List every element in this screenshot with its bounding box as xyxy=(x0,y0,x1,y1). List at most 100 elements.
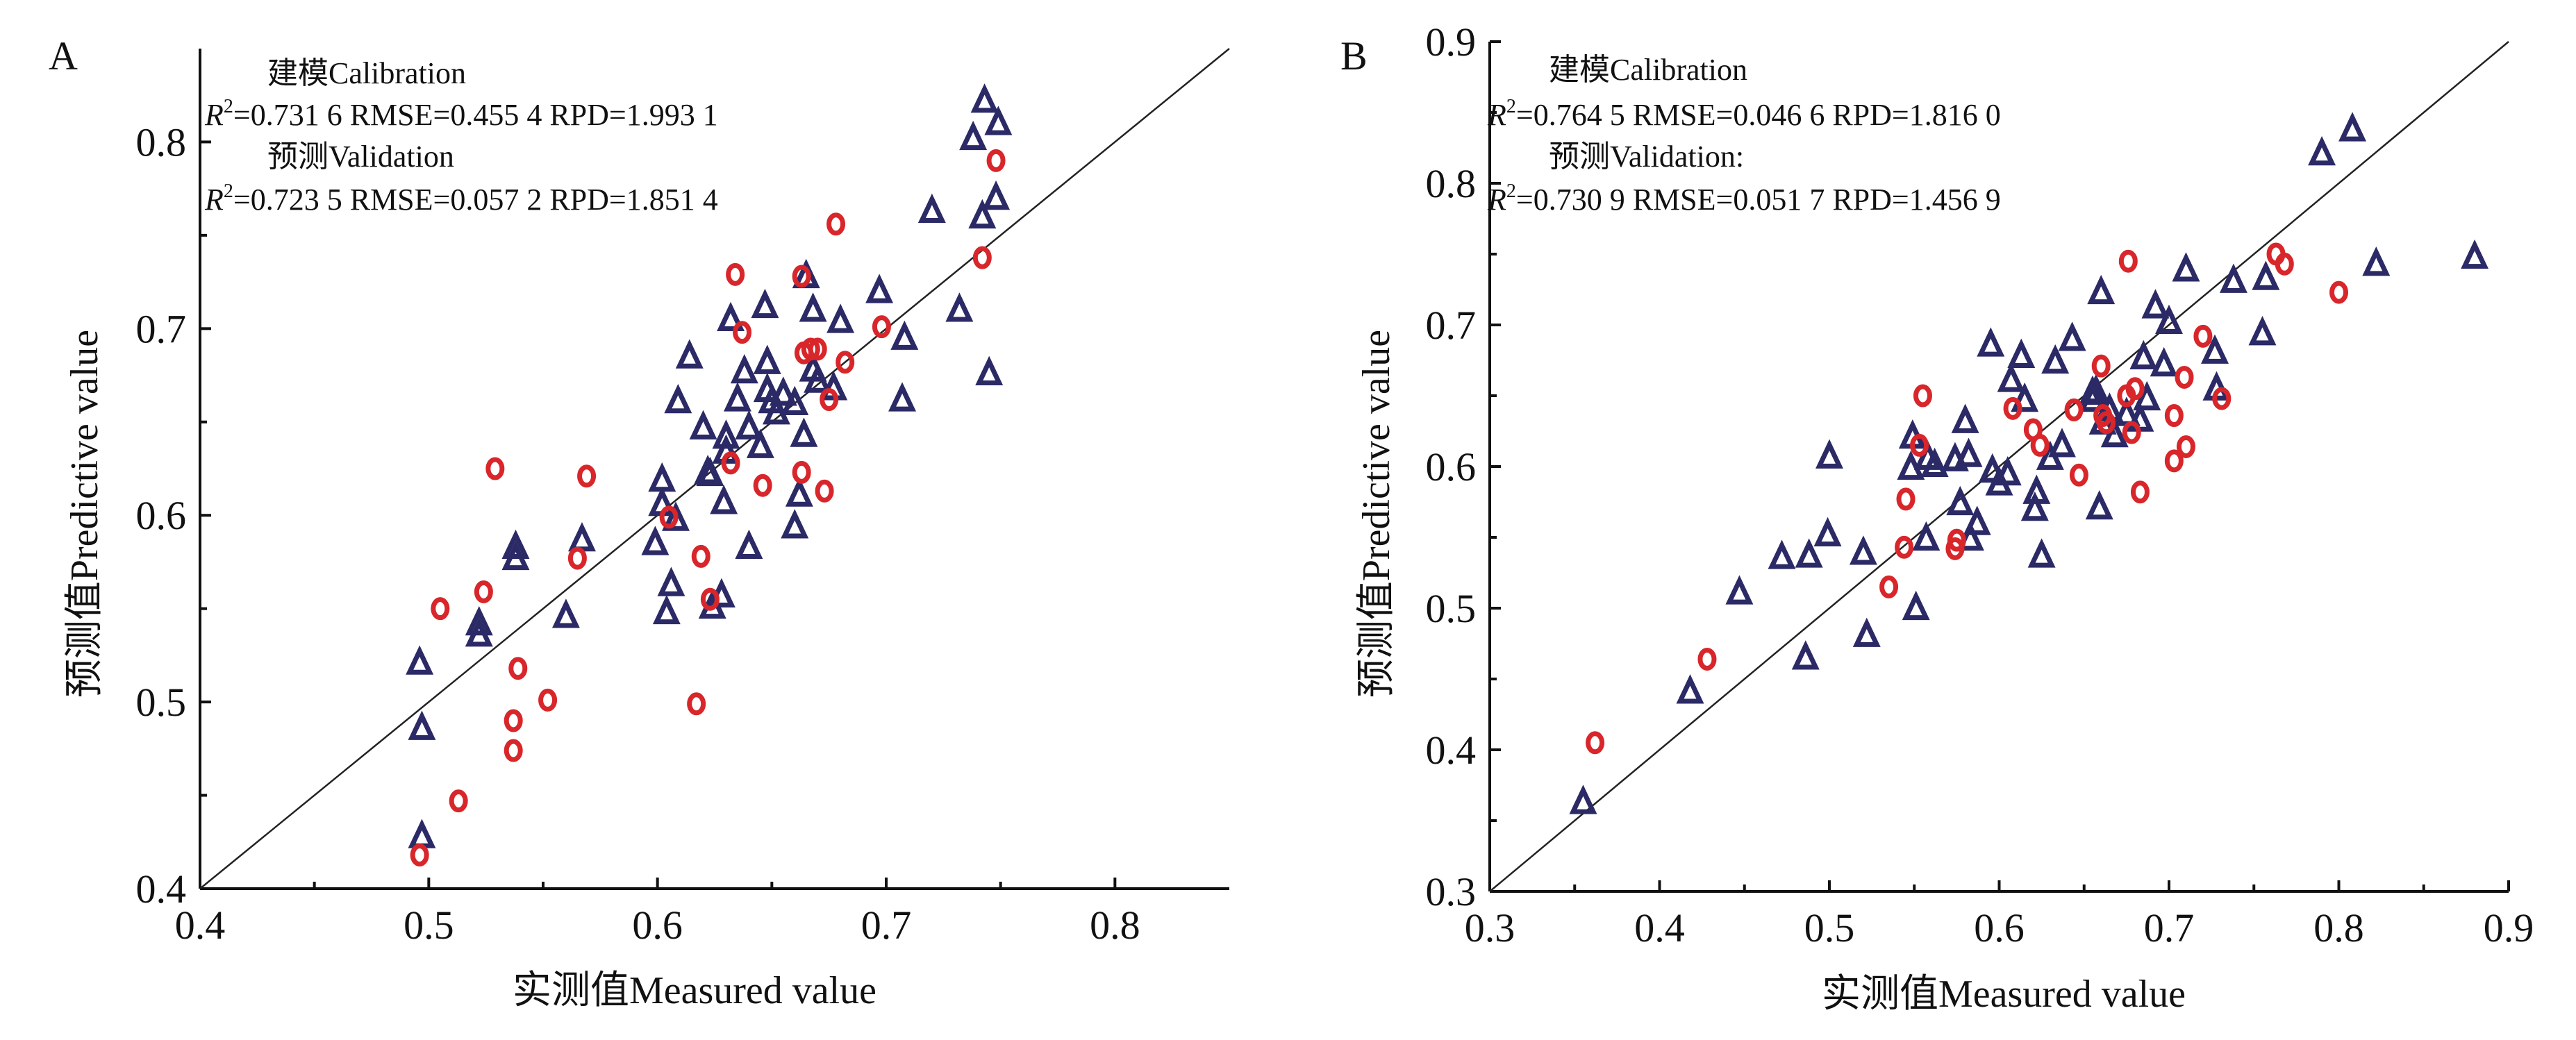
validation-point xyxy=(474,580,493,603)
calibration-point xyxy=(790,417,818,447)
validation-point xyxy=(2329,280,2348,304)
validation-point xyxy=(2275,252,2294,276)
validation-point xyxy=(792,265,811,288)
calibration-point xyxy=(804,363,832,393)
calibration-point xyxy=(1963,505,1991,535)
calibration-point xyxy=(1813,517,1842,547)
validation-point xyxy=(986,149,1006,172)
calibration-point xyxy=(2172,252,2200,282)
r2-superscript: 2 xyxy=(224,181,233,202)
calibration-point xyxy=(2085,489,2113,520)
panel-b: B 0.3 0.4 0.5 0.6 0.7 0.8 0.90.30.40.50.60.70.… xyxy=(1340,19,2534,1016)
x-tick-label: 0.7 xyxy=(861,903,912,948)
validation-point xyxy=(726,262,745,286)
calibration-point xyxy=(2219,263,2247,293)
calibration-point xyxy=(723,382,751,412)
calibration-point xyxy=(865,274,894,303)
calibration-point xyxy=(2041,344,2070,374)
calibration-point xyxy=(2252,260,2280,290)
validation-point xyxy=(2091,354,2111,378)
validation-point xyxy=(1896,487,1916,511)
calibration-point xyxy=(1977,327,2005,357)
calibration-point xyxy=(1997,362,2025,392)
calibration-point xyxy=(408,710,436,740)
stats-annotation: 建模Calibration R2=0.731 6 RMSE=0.455 4 RP… xyxy=(204,56,718,217)
calibration-point xyxy=(2362,246,2391,276)
r2-symbol: R xyxy=(1487,183,1506,217)
calibration-point xyxy=(2201,334,2229,364)
validation-point xyxy=(1586,731,1605,755)
calibration-point xyxy=(2007,338,2036,368)
calibration-point xyxy=(746,428,774,458)
validation-point xyxy=(972,246,992,269)
x-tick-label: 0.3 xyxy=(1465,905,1515,950)
validation-point xyxy=(836,351,855,374)
validation-point xyxy=(872,315,891,339)
calibration-point xyxy=(2020,492,2049,521)
x-tick-label: 0.4 xyxy=(175,903,226,948)
calibration-point xyxy=(1978,453,2006,483)
validation-values: =0.730 9 RMSE=0.051 7 RPD=1.456 9 xyxy=(1516,183,2001,217)
validation-point xyxy=(2118,249,2138,273)
x-tick-label: 0.7 xyxy=(2144,905,2195,950)
x-tick-label: 0.6 xyxy=(632,903,683,948)
calibration-point xyxy=(890,320,919,350)
validation-point xyxy=(1947,528,1966,552)
calibration-point xyxy=(1946,485,1975,516)
r2-symbol: R xyxy=(204,183,224,217)
calibration-point xyxy=(785,477,813,507)
calibration-point xyxy=(717,301,745,331)
calibration-point xyxy=(970,83,999,113)
validation-label: 预测Validation: xyxy=(1549,140,1744,174)
calibration-point xyxy=(2047,428,2076,458)
validation-point xyxy=(2175,365,2194,389)
validation-point xyxy=(801,337,820,361)
calibration-values: =0.764 5 RMSE=0.046 6 RPD=1.816 0 xyxy=(1516,98,2001,132)
calibration-point xyxy=(1676,674,1704,704)
calibration-point xyxy=(2248,316,2277,346)
r2-superscript: 2 xyxy=(1506,181,1516,202)
plot-area: 0.4 0.5 0.6 0.7 0.8 0.4 0.5 0.6 0.7 0.8 xyxy=(136,48,1230,948)
calibration-point xyxy=(2011,382,2039,412)
calibration-stats: R2=0.764 5 RMSE=0.046 6 RPD=1.816 0 xyxy=(1487,96,2001,132)
x-tick-label: 0.8 xyxy=(2313,905,2364,950)
calibration-point xyxy=(568,521,596,552)
validation-point xyxy=(753,473,772,497)
calibration-point xyxy=(781,509,809,539)
series-validation xyxy=(410,149,1006,867)
validation-point xyxy=(567,546,587,570)
panel-label: A xyxy=(49,33,78,78)
validation-point xyxy=(659,505,679,529)
panel-a: A 0.4 0.5 0.6 0.7 0.8 0.4 0.5 0.6 0.7 0.8 建模Calib… xyxy=(49,33,1230,1012)
calibration-point xyxy=(664,384,692,414)
validation-point xyxy=(2097,411,2116,435)
validation-point xyxy=(808,337,827,361)
calibration-point xyxy=(1795,538,1823,568)
y-tick-label: 0.6 xyxy=(1426,444,1477,489)
validation-point xyxy=(1697,647,1717,671)
calibration-point xyxy=(751,288,779,319)
validation-point xyxy=(700,587,720,611)
validation-point xyxy=(2069,463,2088,487)
validation-point xyxy=(410,844,429,867)
calibration-point xyxy=(1993,456,2022,486)
calibration-point xyxy=(2133,380,2161,411)
calibration-point xyxy=(753,344,781,374)
calibration-point xyxy=(1849,535,1877,565)
calibration-point xyxy=(984,106,1013,135)
validation-point xyxy=(485,457,505,480)
validation-stats: R2=0.730 9 RMSE=0.051 7 RPD=1.456 9 xyxy=(1487,181,2001,217)
validation-point xyxy=(538,688,558,712)
series-calibration xyxy=(406,83,1013,848)
calibration-point xyxy=(826,303,855,333)
calibration-point xyxy=(551,598,580,628)
validation-point xyxy=(792,460,811,484)
calibration-point xyxy=(696,456,724,487)
y-axis-title: 预测值Predictive value xyxy=(63,330,106,698)
calibration-point xyxy=(1912,521,1941,551)
series-validation xyxy=(1586,242,2348,755)
calibration-values: =0.731 6 RMSE=0.455 4 RPD=1.993 1 xyxy=(233,98,718,132)
validation-point xyxy=(2125,377,2145,401)
calibration-point xyxy=(406,645,434,675)
